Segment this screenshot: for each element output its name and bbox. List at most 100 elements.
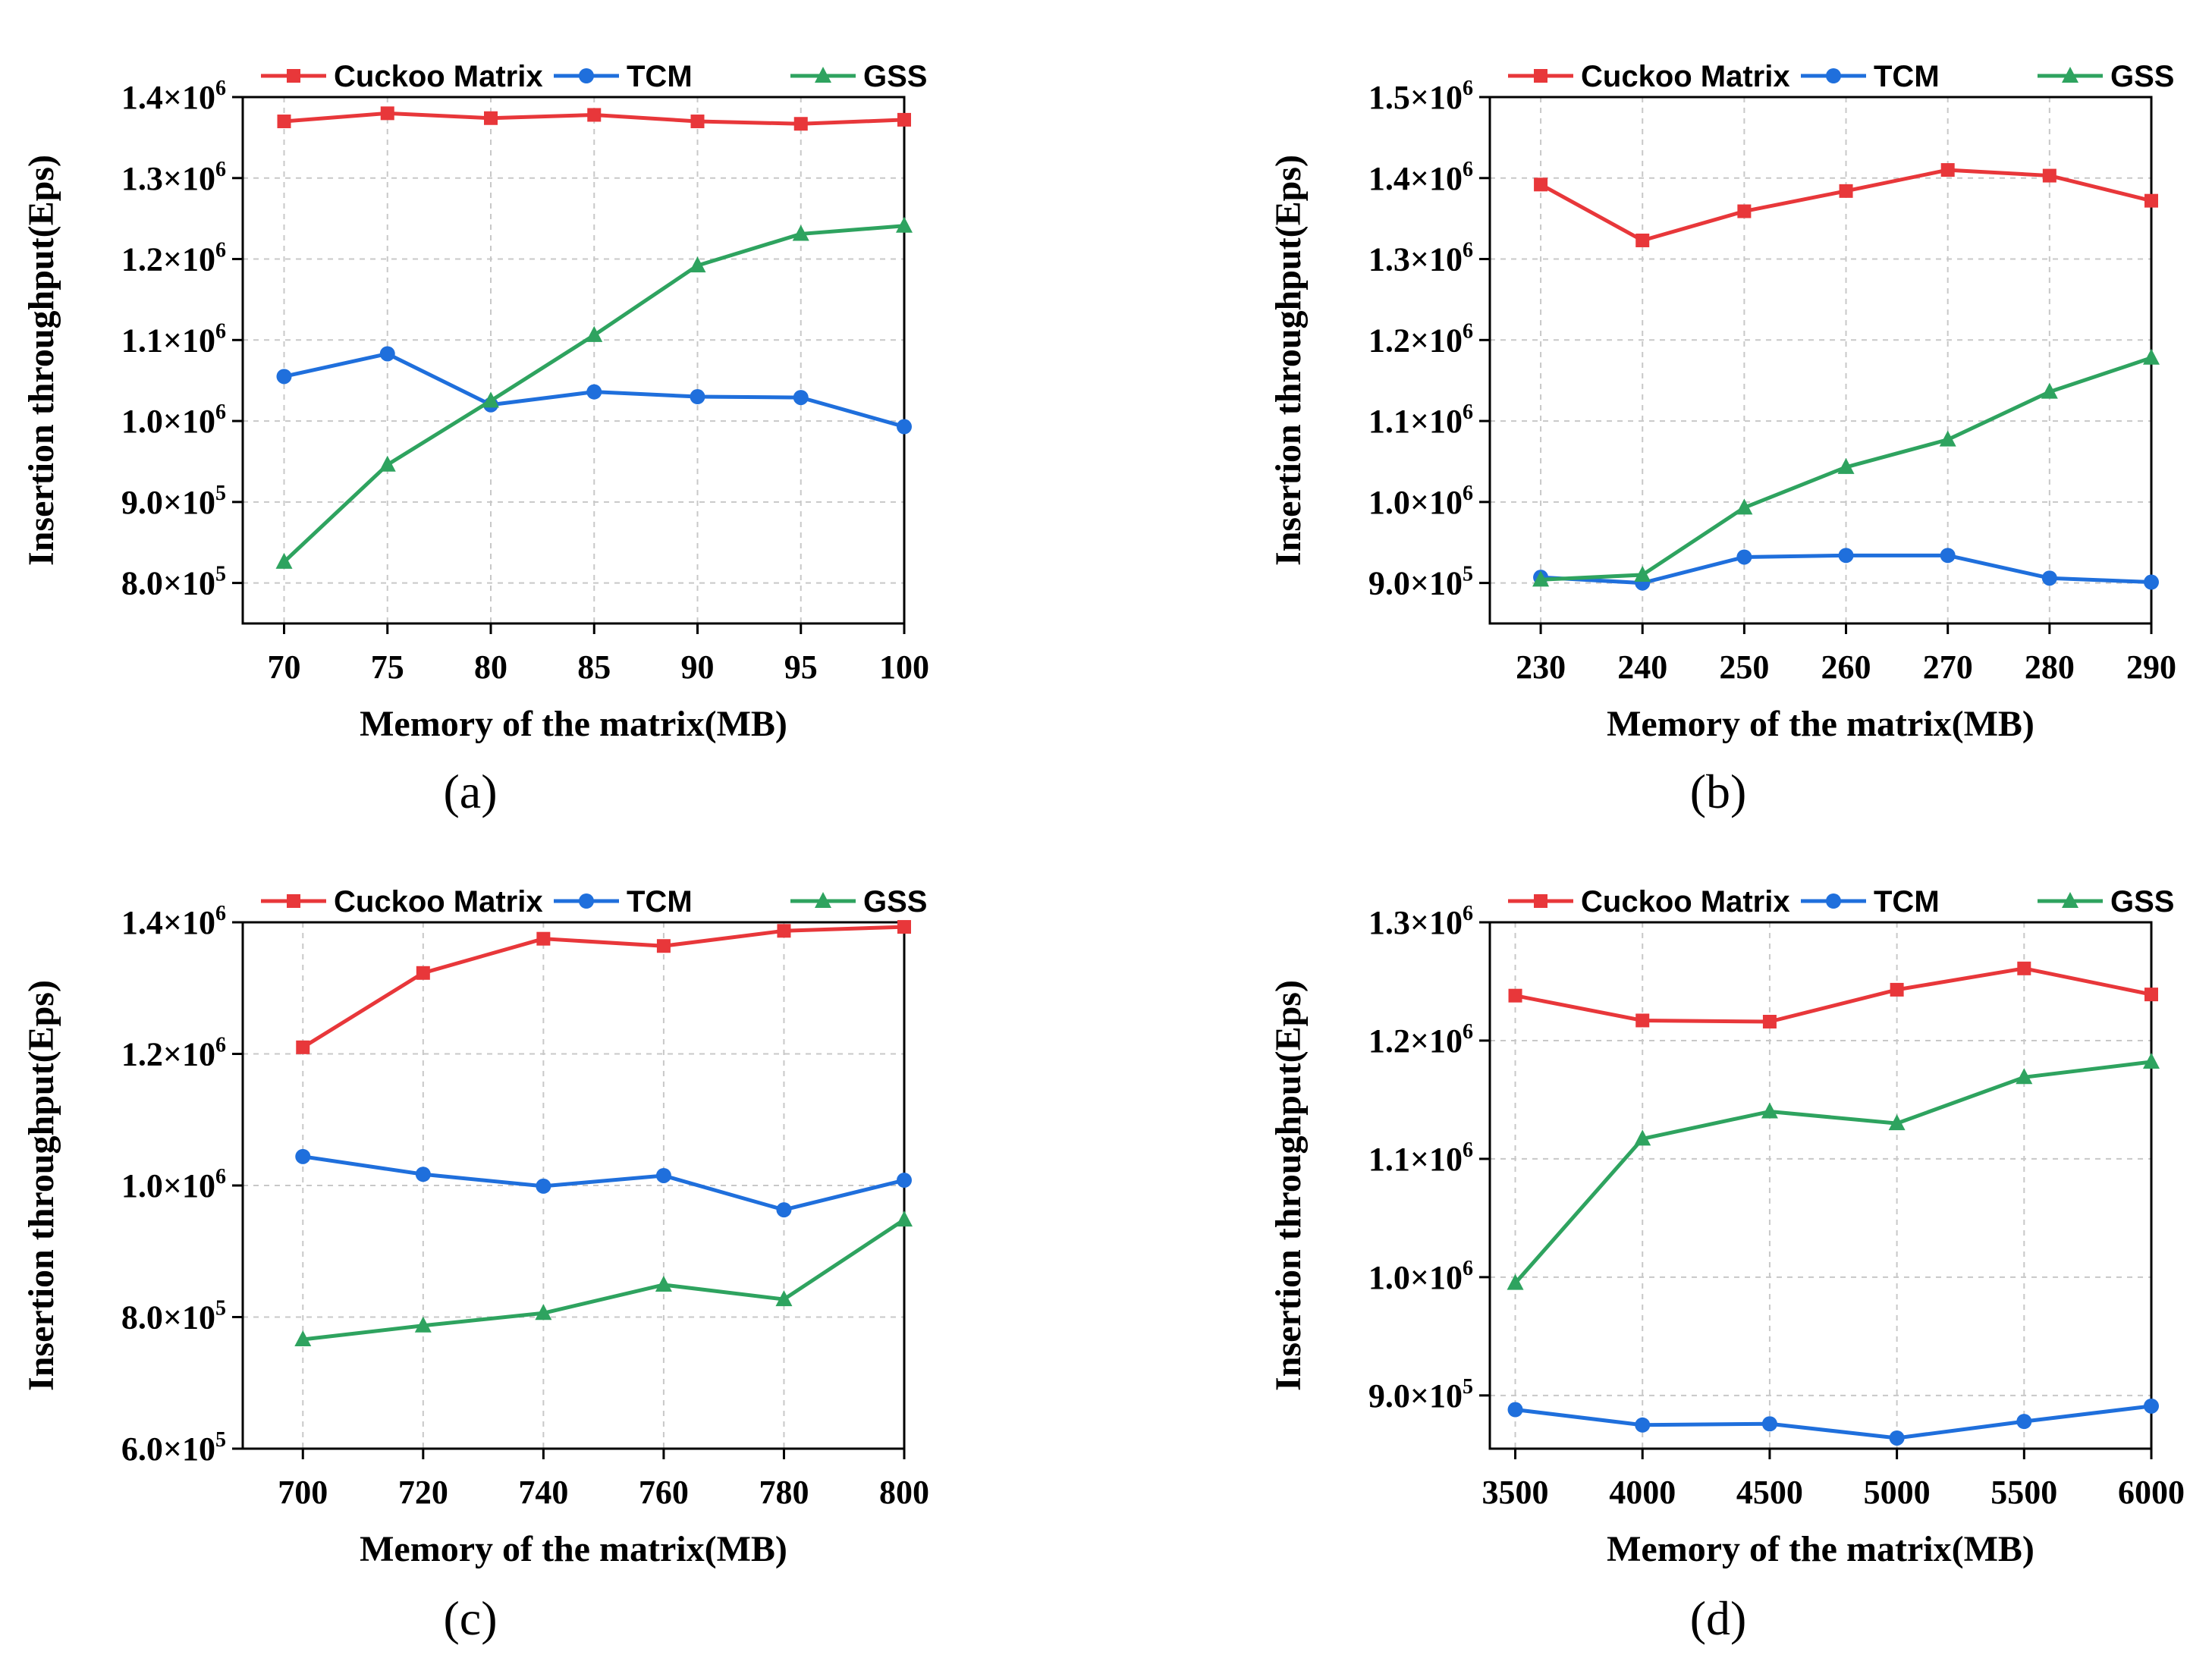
series-cuckoo-matrix bbox=[1508, 961, 2158, 1029]
y-tick-label: 1.2×106 bbox=[121, 1034, 226, 1073]
data-point-triangle bbox=[1634, 1129, 1651, 1146]
data-point-triangle bbox=[896, 1211, 913, 1227]
y-axis-title: Insertion throughput(Eps) bbox=[21, 980, 61, 1391]
data-point-triangle bbox=[689, 256, 706, 273]
legend-item-gss: GSS bbox=[2038, 885, 2174, 919]
y-tick-label: 6.0×105 bbox=[121, 1428, 226, 1468]
data-point-triangle bbox=[586, 325, 603, 342]
y-tick-label: 9.0×105 bbox=[121, 482, 226, 521]
series-cuckoo-matrix bbox=[277, 106, 911, 131]
legend-label: TCM bbox=[1874, 885, 1940, 919]
legend-item-tcm: TCM bbox=[554, 60, 693, 93]
x-tick-label: 3500 bbox=[1482, 1474, 1549, 1511]
legend: Cuckoo Matrix TCM GSS bbox=[261, 885, 927, 919]
x-tick-label: 240 bbox=[1617, 648, 1667, 686]
data-point-triangle bbox=[2143, 348, 2160, 365]
y-axis-title: Insertion throughput(Eps) bbox=[21, 155, 61, 566]
data-point-square bbox=[536, 931, 551, 946]
data-point-square bbox=[1737, 204, 1752, 218]
series-cuckoo-matrix bbox=[1534, 163, 2158, 247]
x-tick-label: 760 bbox=[639, 1474, 689, 1511]
y-tick-label: 1.0×106 bbox=[121, 400, 226, 440]
data-point-circle bbox=[897, 419, 912, 435]
data-point-circle bbox=[2041, 570, 2057, 586]
x-tick-label: 4000 bbox=[1609, 1474, 1676, 1511]
legend-label: GSS bbox=[863, 60, 927, 93]
data-point-triangle bbox=[275, 552, 293, 569]
data-point-circle bbox=[586, 384, 602, 400]
series-tcm bbox=[1533, 548, 2159, 591]
legend: Cuckoo Matrix TCM GSS bbox=[261, 60, 927, 93]
legend-label: TCM bbox=[1874, 60, 1940, 93]
data-point-square bbox=[2144, 193, 2158, 208]
legend-marker-square bbox=[1534, 69, 1547, 83]
data-point-square bbox=[380, 106, 394, 121]
data-point-square bbox=[587, 108, 602, 122]
legend-item-tcm: TCM bbox=[1801, 60, 1940, 93]
x-tick-label: 290 bbox=[2126, 648, 2176, 686]
y-tick-label: 1.2×106 bbox=[121, 239, 226, 278]
data-point-triangle bbox=[655, 1275, 672, 1292]
legend-marker-triangle bbox=[2062, 892, 2078, 908]
x-axis-title: Memory of the matrix(MB) bbox=[1607, 1529, 2034, 1569]
legend-label: GSS bbox=[2110, 60, 2174, 93]
data-point-circle bbox=[379, 346, 395, 362]
data-point-circle bbox=[415, 1167, 431, 1182]
data-point-circle bbox=[1889, 1430, 1905, 1446]
chart-panel-4: 3500 4000 4500 5000 5500 6000 9.0×105 1.0×106 1.… bbox=[1268, 885, 2185, 1645]
legend-item-cuckoo-matrix: Cuckoo Matrix bbox=[261, 60, 543, 93]
data-point-triangle bbox=[1532, 570, 1550, 587]
data-point-square bbox=[484, 111, 498, 125]
legend-marker-square bbox=[287, 894, 300, 908]
legend-marker-triangle bbox=[815, 892, 831, 908]
data-point-circle bbox=[690, 389, 705, 405]
legend-label: Cuckoo Matrix bbox=[334, 60, 543, 93]
legend-item-gss: GSS bbox=[2038, 60, 2174, 93]
series-gss bbox=[294, 1211, 913, 1346]
data-point-circle bbox=[276, 369, 292, 385]
y-axis-title: Insertion throughput(Eps) bbox=[1268, 155, 1309, 566]
y-tick-label: 9.0×105 bbox=[1368, 1375, 1473, 1415]
legend-label: GSS bbox=[863, 885, 927, 919]
data-point-circle bbox=[1838, 548, 1854, 564]
y-tick-label: 1.1×106 bbox=[1368, 1138, 1473, 1178]
data-point-square bbox=[897, 920, 911, 934]
data-point-triangle bbox=[1888, 1114, 1906, 1131]
legend-item-cuckoo-matrix: Cuckoo Matrix bbox=[261, 885, 543, 919]
data-point-square bbox=[1940, 163, 1955, 177]
x-tick-label: 85 bbox=[577, 648, 611, 686]
data-point-circle bbox=[655, 1167, 671, 1183]
data-point-triangle bbox=[379, 455, 396, 472]
legend-label: Cuckoo Matrix bbox=[1581, 885, 1790, 919]
y-tick-label: 1.2×106 bbox=[1368, 319, 1473, 359]
legend: Cuckoo Matrix TCM GSS bbox=[1508, 60, 2174, 93]
y-tick-label: 1.0×106 bbox=[1368, 1257, 1473, 1296]
y-tick-label: 1.0×106 bbox=[121, 1165, 226, 1204]
x-tick-label: 280 bbox=[2025, 648, 2075, 686]
series-tcm bbox=[295, 1148, 912, 1218]
data-point-square bbox=[2017, 961, 2031, 975]
legend-label: Cuckoo Matrix bbox=[1581, 60, 1790, 93]
data-point-square bbox=[1839, 184, 1853, 198]
data-point-triangle bbox=[1837, 457, 1855, 474]
chart-panel-2: 230 240 250 260 270 280 290 9.0×105 1.0×106 1.1×1… bbox=[1268, 60, 2176, 818]
series-line bbox=[301, 925, 905, 1049]
y-axis-title: Insertion throughput(Eps) bbox=[1268, 980, 1309, 1391]
data-point-circle bbox=[1940, 548, 1956, 564]
x-tick-label: 4500 bbox=[1736, 1474, 1803, 1511]
series-line bbox=[1515, 966, 2152, 1024]
data-point-circle bbox=[1761, 1416, 1777, 1432]
x-axis-title: Memory of the matrix(MB) bbox=[360, 1529, 787, 1569]
data-point-circle bbox=[2144, 1398, 2159, 1414]
data-point-triangle bbox=[1939, 430, 1956, 447]
data-point-triangle bbox=[1761, 1102, 1778, 1119]
legend-marker-circle bbox=[1826, 68, 1841, 83]
series-gss bbox=[1507, 1053, 2160, 1290]
x-tick-label: 700 bbox=[278, 1474, 328, 1511]
data-point-circle bbox=[1635, 1417, 1651, 1433]
data-point-square bbox=[1635, 233, 1650, 247]
x-tick-label: 100 bbox=[879, 648, 929, 686]
panel-label: (b) bbox=[1690, 765, 1747, 818]
data-point-circle bbox=[536, 1178, 551, 1194]
x-tick-label: 250 bbox=[1719, 648, 1769, 686]
